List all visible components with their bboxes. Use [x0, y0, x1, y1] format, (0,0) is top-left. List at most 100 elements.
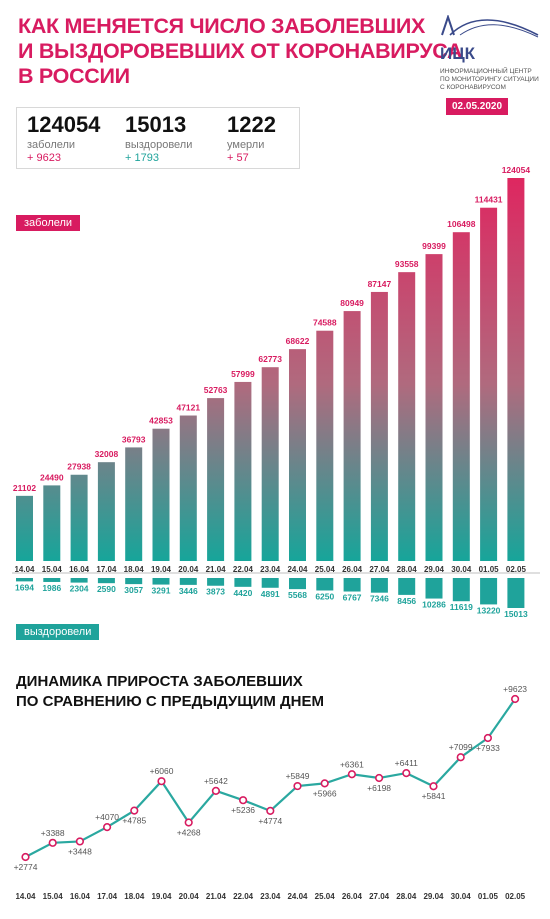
- growth-value-label: +5966: [313, 788, 337, 798]
- stat-died: 1222 умерли + 57: [227, 112, 276, 165]
- stat-died-label: умерли: [227, 139, 265, 151]
- infected-bar: [207, 398, 225, 561]
- recovered-value-label: 6250: [315, 591, 334, 601]
- recovered-value-label: 1986: [42, 583, 61, 593]
- date-tick-label: 16.04: [70, 892, 91, 901]
- growth-point: [293, 781, 302, 791]
- recovered-bar: [261, 578, 279, 588]
- infected-value-label: 74588: [313, 318, 337, 328]
- growth-point: [266, 806, 275, 815]
- date-tick-label: 17.04: [97, 892, 118, 901]
- logo-caption-line-3: С КОРОНАВИРУСОМ: [440, 84, 506, 91]
- growth-point: [130, 806, 139, 815]
- line-chart-title: ДИНАМИКА ПРИРОСТА ЗАБОЛЕВШИХ ПО СРАВНЕНИ…: [16, 672, 346, 712]
- infected-bar: [289, 349, 306, 561]
- growth-point: [102, 823, 112, 832]
- recovered-bar: [16, 578, 33, 582]
- growth-value-label: +7099: [449, 742, 473, 752]
- date-tick-label: 02.05: [506, 565, 527, 574]
- recovered-value-label: 13220: [477, 605, 501, 615]
- infected-bar: [480, 207, 498, 561]
- date-tick-label: 23.04: [260, 892, 281, 901]
- infected-bar: [398, 272, 416, 561]
- date-tick-label: 15.04: [42, 565, 63, 574]
- infected-value-label: 27938: [67, 462, 91, 472]
- stat-died-value: 1222: [227, 112, 276, 137]
- date-tick-label: 21.04: [206, 892, 227, 901]
- date-tick-label: 24.04: [287, 892, 308, 901]
- title-line-1: КАК МЕНЯЕТСЯ ЧИСЛО ЗАБОЛЕВШИХ: [18, 14, 426, 38]
- growth-value-label: +6060: [150, 766, 174, 776]
- date-tick-label: 17.04: [96, 565, 117, 574]
- date-tick-label: 20.04: [179, 892, 200, 901]
- infected-bar: [152, 428, 170, 561]
- recovered-value-label: 11619: [450, 602, 473, 612]
- recovered-value-label: 4420: [233, 588, 252, 598]
- infected-bar: [43, 485, 61, 561]
- growth-value-label: +4774: [258, 816, 282, 826]
- growth-value-label: +9623: [503, 684, 527, 694]
- growth-value-label: +5642: [204, 776, 228, 786]
- infected-value-label: 42853: [149, 416, 173, 426]
- infected-value-label: 106498: [447, 219, 476, 229]
- logo-wave-icon: [441, 13, 539, 38]
- infected-value-label: 47121: [176, 403, 200, 413]
- infected-bar: [343, 311, 361, 561]
- title-line-3: В РОССИИ: [18, 64, 130, 88]
- recovered-bar: [152, 578, 170, 585]
- date-tick-label: 14.04: [15, 892, 36, 901]
- date-tick-label: 30.04: [451, 892, 472, 901]
- page-title: КАК МЕНЯЕТСЯ ЧИСЛО ЗАБОЛЕВШИХ И ВЫЗДОРОВ…: [18, 14, 463, 89]
- recovered-value-label: 4891: [261, 589, 280, 599]
- recovered-value-label: 10286: [422, 600, 446, 610]
- recovered-value-label: 3291: [152, 586, 171, 596]
- date-tick-label: 29.04: [423, 892, 444, 901]
- infected-bar: [507, 178, 525, 561]
- recovered-value-label: 3873: [206, 587, 225, 597]
- infected-value-label: 21102: [13, 483, 36, 493]
- stat-infected-label: заболели: [27, 139, 76, 151]
- growth-value-label: +4070: [95, 812, 119, 822]
- recovered-bar: [234, 578, 252, 587]
- date-tick-label: 24.04: [287, 565, 308, 574]
- growth-line: [24, 698, 517, 858]
- stat-infected-value: 124054: [27, 112, 101, 137]
- growth-point: [320, 779, 329, 788]
- growth-value-label: +4268: [177, 828, 201, 838]
- infected-value-label: 93558: [395, 259, 419, 269]
- recovered-bar: [316, 578, 334, 591]
- recovered-value-label: 1694: [15, 582, 34, 592]
- infected-bar: [370, 291, 388, 561]
- title-line-2: И ВЫЗДОРОВЕВШИХ ОТ КОРОНАВИРУСА: [18, 39, 463, 63]
- date-tick-label: 20.04: [178, 565, 199, 574]
- growth-point: [239, 796, 248, 805]
- growth-value-label: +5236: [231, 805, 255, 815]
- infected-value-label: 24490: [40, 472, 64, 482]
- infected-value-label: 36793: [122, 434, 146, 444]
- date-tick-label: 25.04: [315, 565, 336, 574]
- infected-bar: [452, 232, 470, 561]
- date-tick-label: 21.04: [206, 565, 227, 574]
- date-tick-label: 25.04: [315, 892, 336, 901]
- date-tick-label: 26.04: [342, 565, 363, 574]
- recovered-bar: [43, 578, 61, 582]
- infected-tag: заболели: [16, 215, 81, 231]
- date-tick-label: 29.04: [424, 565, 445, 574]
- recovered-value-label: 15013: [504, 609, 528, 619]
- date-tick-label: 22.04: [233, 892, 254, 901]
- date-tick-label: 14.04: [14, 565, 35, 574]
- recovered-bar: [452, 578, 470, 602]
- subtitle-line-1: ДИНАМИКА ПРИРОСТА ЗАБОЛЕВШИХ: [16, 673, 303, 690]
- logo-caption: ИНФОРМАЦИОННЫЙ ЦЕНТР ПО МОНИТОРИНГУ СИТУ…: [440, 68, 540, 92]
- stat-recovered-delta: + 1793: [125, 152, 159, 164]
- recovered-bar: [179, 578, 197, 585]
- recovered-bar: [507, 578, 525, 608]
- recovered-bar: [370, 578, 388, 593]
- infected-bar: [179, 415, 197, 561]
- growth-point: [48, 838, 57, 847]
- date-tick-label: 19.04: [151, 892, 172, 901]
- logo: ИЦК ИНФОРМАЦИОННЫЙ ЦЕНТР ПО МОНИТОРИНГУ …: [440, 13, 540, 92]
- infected-value-label: 87147: [368, 279, 392, 289]
- growth-point: [510, 694, 520, 704]
